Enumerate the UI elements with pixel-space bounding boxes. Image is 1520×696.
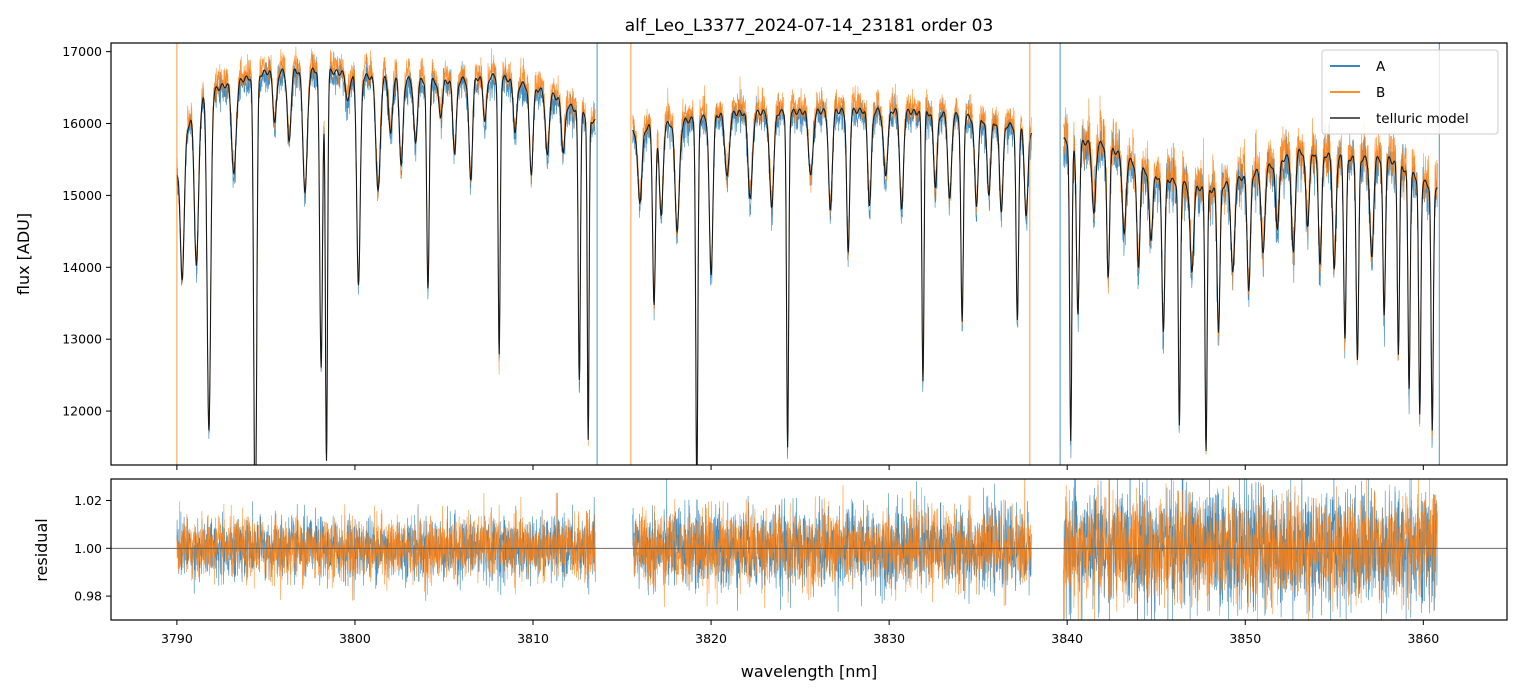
residual-plot-area — [111, 479, 1507, 620]
flux-y-tick-label: 15000 — [62, 188, 102, 203]
telluric-model-segment-3 — [1063, 137, 1438, 452]
flux-plot-area — [176, 43, 1440, 465]
legend-label-a: A — [1376, 59, 1386, 75]
residual-y-tick-label: 1.02 — [74, 493, 102, 508]
flux-y-axis-label: flux [ADU] — [14, 213, 33, 295]
flux-x-ticks — [176, 465, 1424, 470]
chart-title: alf_Leo_L3377_2024-07-14_23181 order 03 — [625, 16, 994, 36]
x-tick-label: 3810 — [517, 631, 549, 646]
flux-y-tick-label: 13000 — [62, 332, 102, 347]
flux-y-tick-label: 17000 — [62, 44, 102, 59]
residual-y-tick-label: 1.00 — [74, 541, 102, 556]
x-axis-label: wavelength [nm] — [741, 662, 878, 681]
residual-panel-frame — [110, 478, 1508, 621]
x-tick-label: 3800 — [339, 631, 371, 646]
flux-series-a-segment-1 — [176, 54, 596, 465]
telluric-model-segment-1 — [176, 67, 596, 465]
flux-y-tick-label: 12000 — [62, 404, 102, 419]
flux-series-b-segment-1 — [176, 46, 596, 465]
flux-series-b-segment-3 — [1063, 95, 1438, 455]
legend-label-telluric-model: telluric model — [1376, 111, 1469, 127]
flux-panel-frame — [110, 42, 1508, 466]
x-tick-label: 3790 — [161, 631, 193, 646]
x-tick-label: 3860 — [1407, 631, 1439, 646]
flux-y-tick-label: 16000 — [62, 116, 102, 131]
residual-y-tick-label: 0.98 — [74, 589, 102, 604]
x-tick-label: 3820 — [695, 631, 727, 646]
flux-series-a-segment-2 — [632, 89, 1032, 465]
residual-y-axis-label: residual — [32, 518, 51, 581]
residual-x-ticks: 3790 3800 3810 3820 3830 3840 3850 3860 — [161, 620, 1439, 646]
flux-y-ticks: 12000 13000 14000 15000 16000 17000 — [62, 44, 111, 419]
x-tick-label: 3850 — [1229, 631, 1261, 646]
flux-y-tick-label: 14000 — [62, 260, 102, 275]
x-tick-label: 3840 — [1051, 631, 1083, 646]
flux-panel: 12000 13000 14000 15000 16000 17000 flux [ADU… — [14, 42, 1508, 470]
residual-series-b-segment-2 — [632, 479, 1032, 609]
legend-frame — [1321, 49, 1499, 135]
legend: A B telluric model — [1321, 49, 1499, 135]
x-tick-label: 3830 — [873, 631, 905, 646]
legend-label-b: B — [1376, 85, 1385, 101]
telluric-model-segment-2 — [632, 107, 1033, 465]
residual-panel: 0.98 1.00 1.02 3790 3800 3810 3820 3830 3840 385… — [32, 478, 1508, 681]
residual-series-b-segment-3 — [1063, 479, 1438, 620]
residual-series-b-segment-1 — [176, 492, 596, 601]
residual-y-ticks: 0.98 1.00 1.02 — [74, 493, 111, 604]
